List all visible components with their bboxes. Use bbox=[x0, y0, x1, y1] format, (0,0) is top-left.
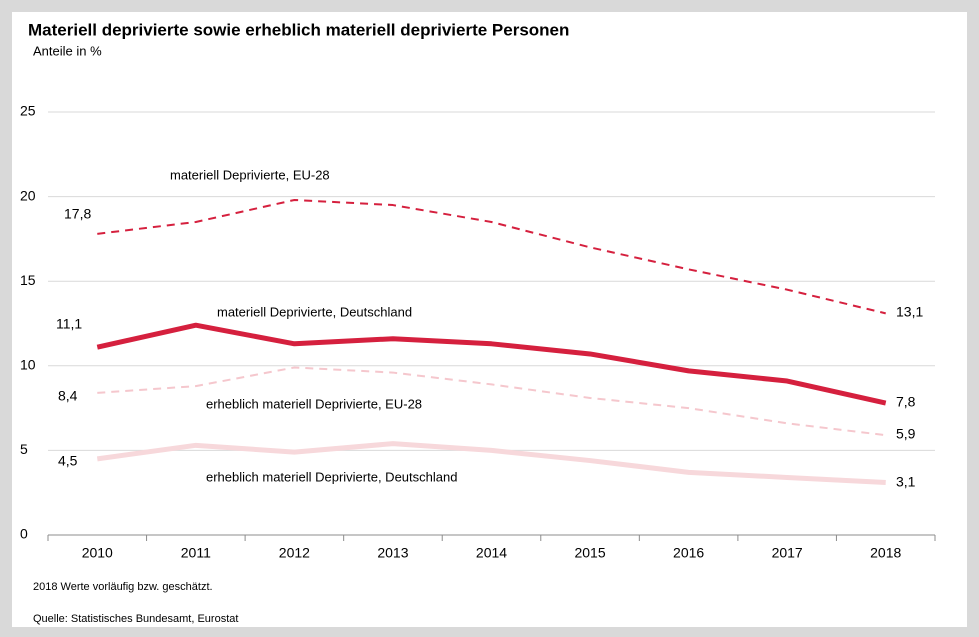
chart-subtitle: Anteile in % bbox=[33, 43, 102, 58]
value-label: 7,8 bbox=[896, 394, 916, 410]
value-label: 4,5 bbox=[58, 453, 78, 469]
series-line bbox=[96, 441, 886, 486]
series-label: erheblich materiell Deprivierte, Deutsch… bbox=[206, 469, 457, 484]
y-tick-label: 20 bbox=[20, 187, 36, 203]
series-label: materiell Deprivierte, Deutschland bbox=[217, 304, 412, 319]
value-label: 17,8 bbox=[64, 206, 91, 222]
series-label: materiell Deprivierte, EU-28 bbox=[170, 167, 330, 182]
series-label: erheblich materiell Deprivierte, EU-28 bbox=[206, 396, 422, 411]
series-line bbox=[97, 198, 886, 315]
y-tick-label: 5 bbox=[20, 441, 28, 457]
panel bbox=[12, 12, 967, 627]
y-tick-label: 25 bbox=[20, 103, 36, 119]
x-tick-label: 2013 bbox=[377, 545, 408, 561]
x-tick-label: 2015 bbox=[574, 545, 605, 561]
footnote: 2018 Werte vorläufig bzw. geschätzt. bbox=[33, 581, 213, 593]
y-tick-label: 0 bbox=[20, 526, 28, 542]
x-tick-label: 2014 bbox=[476, 545, 507, 561]
series-line bbox=[97, 366, 886, 437]
y-tick-label: 15 bbox=[20, 272, 36, 288]
x-tick-label: 2017 bbox=[772, 545, 803, 561]
y-tick-label: 10 bbox=[20, 357, 36, 373]
value-label: 3,1 bbox=[896, 474, 916, 490]
value-label: 8,4 bbox=[58, 388, 78, 404]
chart-title: Materiell deprivierte sowie erheblich ma… bbox=[28, 20, 569, 39]
source: Quelle: Statistisches Bundesamt, Eurosta… bbox=[33, 613, 238, 625]
value-label: 5,9 bbox=[896, 426, 916, 442]
x-tick-label: 2016 bbox=[673, 545, 704, 561]
x-tick-label: 2012 bbox=[279, 545, 310, 561]
x-tick-label: 2010 bbox=[82, 545, 113, 561]
x-tick-label: 2018 bbox=[870, 545, 901, 561]
x-tick-label: 2011 bbox=[181, 545, 211, 561]
value-label: 11,1 bbox=[56, 316, 82, 332]
series-line bbox=[96, 322, 887, 406]
value-label: 13,1 bbox=[896, 304, 923, 320]
